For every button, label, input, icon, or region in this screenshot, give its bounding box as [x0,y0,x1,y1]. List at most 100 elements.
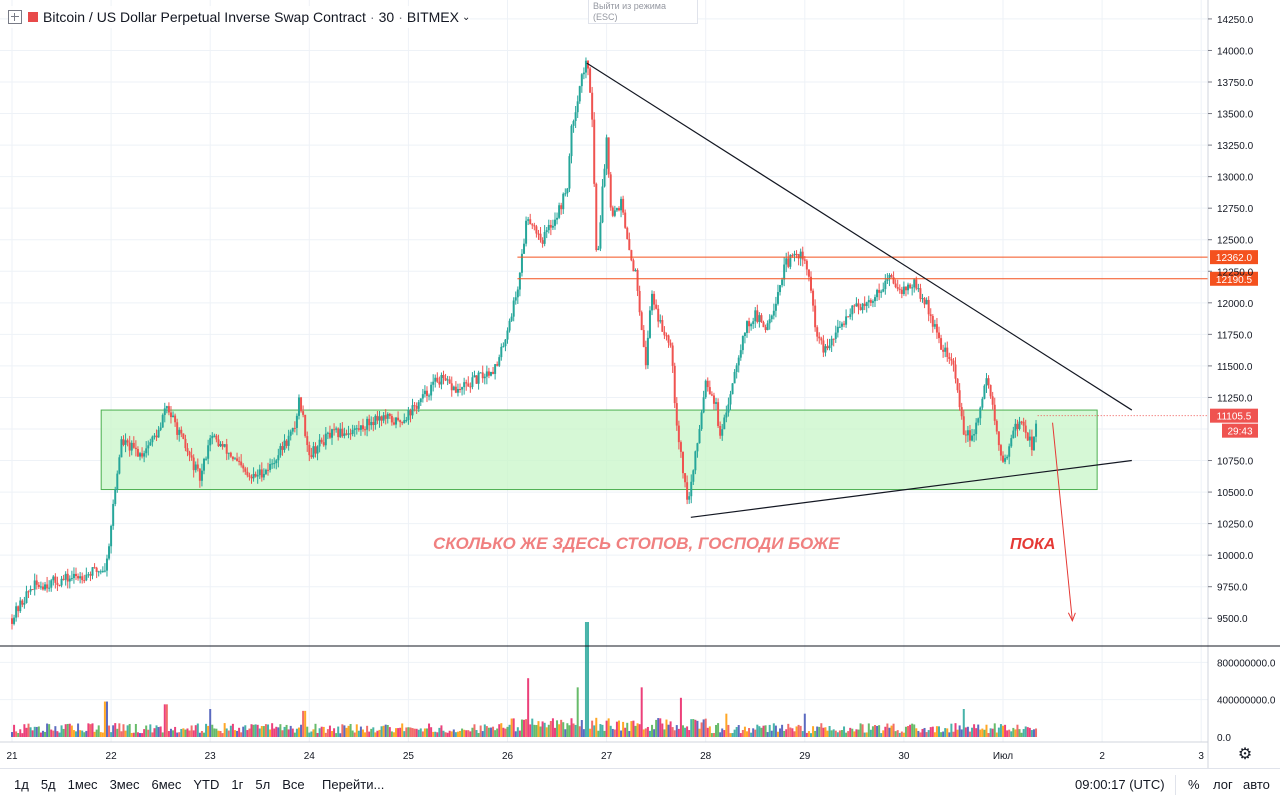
interval-label[interactable]: 30 [378,9,395,25]
volume-bar [211,724,214,737]
exchange-label[interactable]: BITMEX [406,9,459,25]
candle-body [681,451,684,474]
volume-bar [853,731,856,737]
period-6m-button[interactable]: 6мес [151,777,182,792]
candle-body [380,416,383,421]
exit-fullscreen-button[interactable]: Выйти из режима (ESC) [588,0,698,24]
period-5d-button[interactable]: 5д [40,777,56,792]
volume-bar [570,718,573,737]
volume-bar [973,724,976,737]
candle-body [442,374,445,378]
candle-body [269,464,272,470]
candle-body [981,398,984,408]
candle-body [13,617,16,624]
log-scale-toggle[interactable]: лог [1213,777,1233,792]
volume-bar [921,728,924,737]
candle-body [101,570,104,572]
candle-body [609,174,612,208]
period-1m-button[interactable]: 1мес [67,777,98,792]
chart-header[interactable]: Bitcoin / US Dollar Perpetual Inverse Sw… [8,6,471,28]
consolidation-zone[interactable] [100,409,1098,491]
volume-bar [626,722,629,737]
volume-bar [739,733,742,737]
volume-bar [366,725,369,737]
candle-body [935,324,938,333]
goto-date-button[interactable]: Перейти... [322,777,385,792]
candle-body [562,193,565,210]
candle-body [595,183,598,251]
volume-bar [368,731,371,737]
auto-scale-toggle[interactable]: авто [1243,777,1270,792]
volume-bar [386,724,389,737]
chart-canvas[interactable]: 12362.0 12190.5 9500.0 9750.0 10000.0 10250.… [0,0,1280,768]
candle-body [541,240,544,244]
volume-bar [147,729,150,737]
candle-body [589,68,592,93]
volume-bar [700,722,703,737]
volume-bar [956,729,959,737]
volume-bar [690,719,693,737]
volume-bar [409,727,412,737]
candle-body [537,233,540,235]
volume-bar [132,732,135,737]
candle-body [576,101,579,113]
candle-body [809,276,812,291]
volume-bar [128,723,131,737]
volume-bar [931,726,934,737]
volume-bar [634,725,637,737]
volume-bar [838,730,841,737]
candle-body [297,397,300,416]
period-5y-button[interactable]: 5л [255,777,271,792]
volume-bar [977,724,980,737]
candle-body [295,415,298,428]
volume-bar [917,730,920,737]
chevron-down-icon[interactable]: ⌄ [461,11,471,23]
volume-bar [890,725,893,737]
candle-body [291,427,294,432]
volume-bar [477,732,480,737]
expand-icon[interactable] [8,10,22,24]
period-ytd-button[interactable]: YTD [193,777,220,792]
volume-bar [743,726,746,737]
symbol-name[interactable]: Bitcoin / US Dollar Perpetual Inverse Sw… [43,9,366,25]
volume-bar [667,724,670,737]
time-tick-label: 3 [1198,751,1204,762]
volume-bar [851,728,854,737]
candle-body [215,435,218,440]
candle-body [931,315,934,327]
price-tick-label: 13250.0 [1217,141,1254,152]
volume-bar [388,727,391,737]
candle-body [789,255,792,267]
candle-body [285,440,288,446]
candle-body [407,410,410,420]
candle-body [900,289,903,294]
period-3m-button[interactable]: 3мес [109,777,140,792]
volume-bar [399,727,402,737]
candle-body [624,212,627,228]
volume-bar [124,730,127,737]
horizontal-levels[interactable]: 12362.0 12190.5 [517,250,1258,286]
candle-body [768,319,771,324]
percent-scale-toggle[interactable]: % [1188,777,1200,792]
volume-bar [421,731,424,737]
volume-bar [593,725,596,737]
period-all-button[interactable]: Все [282,777,305,792]
candle-body [758,315,761,322]
time-tick-label: 21 [6,751,18,762]
volume-bar [198,732,201,737]
candle-body [359,425,362,430]
volume-bar [415,728,418,737]
settings-gear-icon[interactable]: ⚙ [1237,746,1253,763]
period-1y-button[interactable]: 1г [231,777,244,792]
candle-body [690,481,693,497]
volume-bar [582,729,585,737]
trendlines[interactable] [586,62,1133,623]
utc-clock[interactable]: 09:00:17 (UTC) [1075,777,1165,792]
volume-bar [37,726,40,737]
time-tick-label: 30 [898,751,910,762]
volume-bar [611,728,614,737]
candle-body [178,429,181,435]
volume-bar [101,732,104,737]
period-1d-button[interactable]: 1д [14,777,29,792]
annotations[interactable]: СКОЛЬКО ЖЕ ЗДЕСЬ СТОПОВ, ГОСПОДИ БОЖЕ ПОК… [433,534,1055,553]
